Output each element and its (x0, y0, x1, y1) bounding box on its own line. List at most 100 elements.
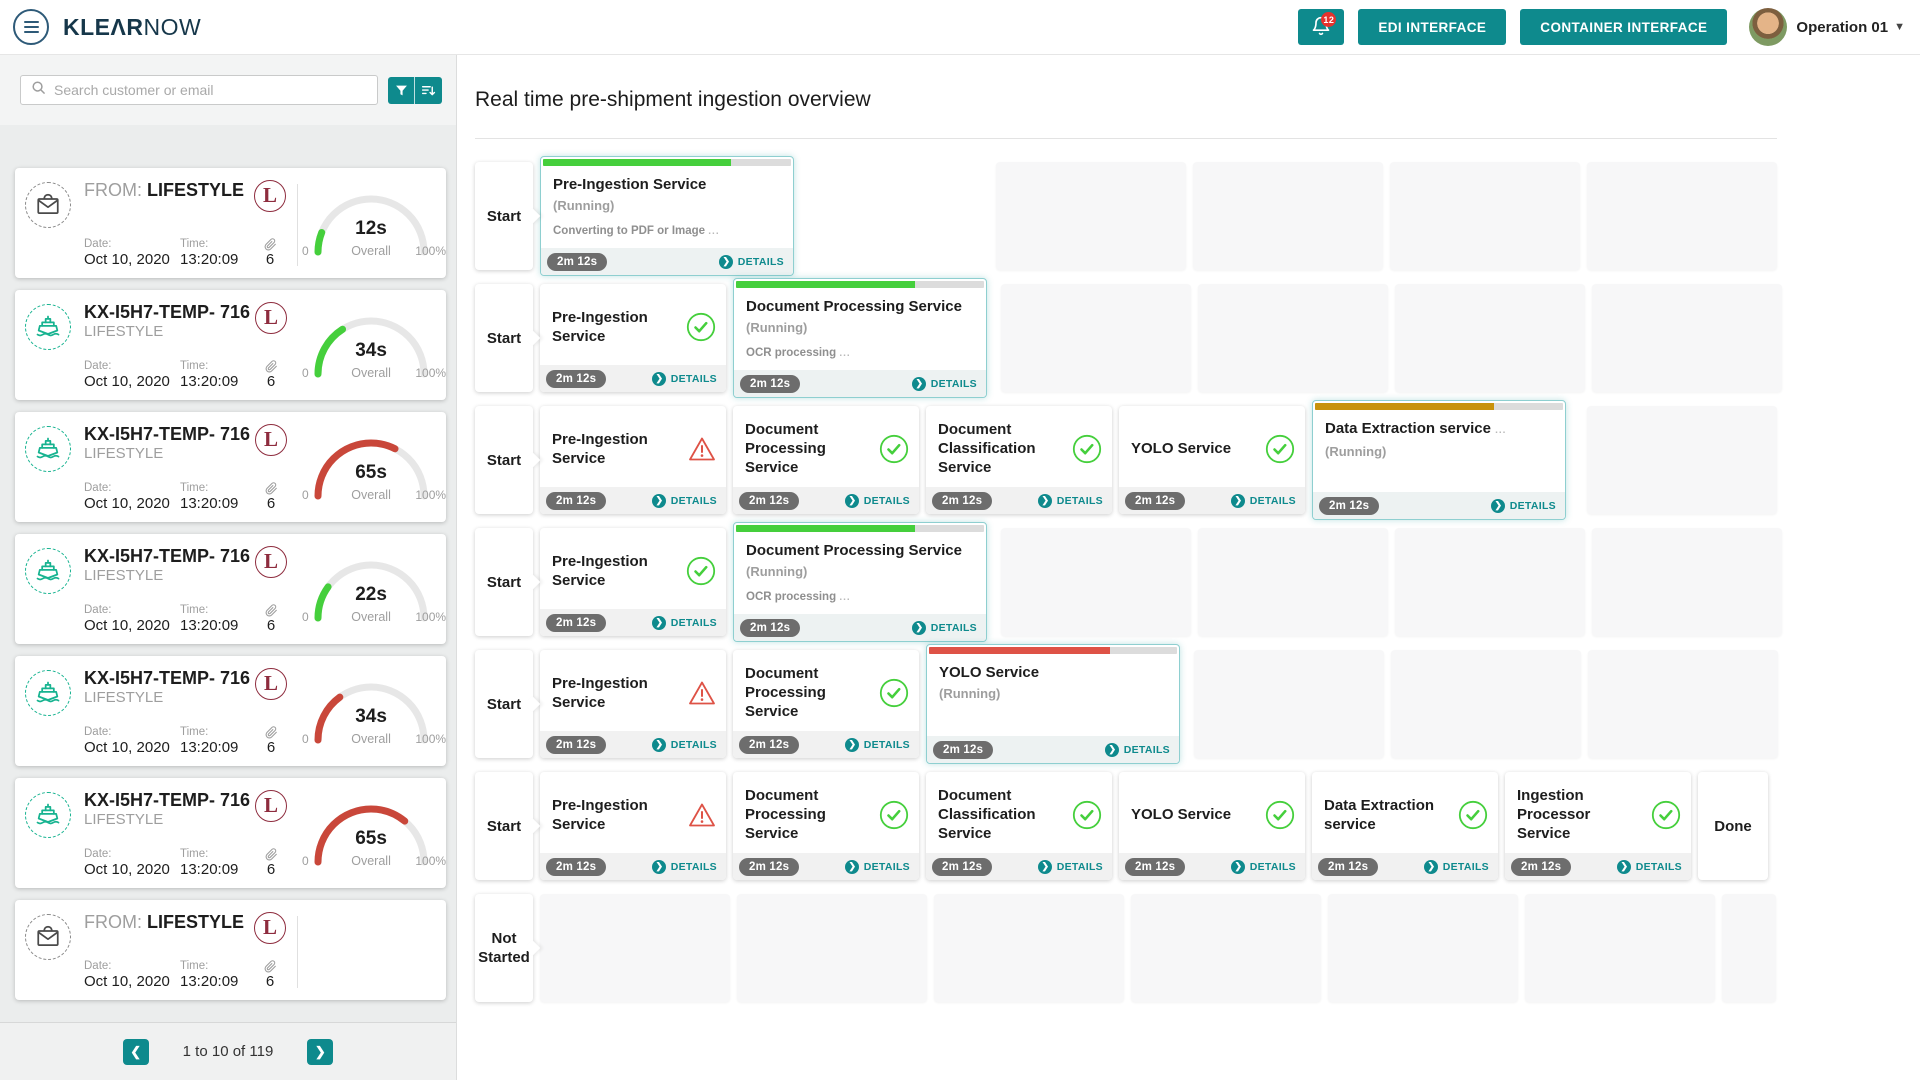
attachment-count: 6 (266, 617, 276, 634)
details-button[interactable]: ❯ DETAILS (1616, 859, 1682, 874)
shipment-card[interactable]: KX-I5H7-TEMP- 716 LIFESTYLE Date: Oct 10… (15, 656, 446, 766)
overall-gauge: 12s 0 100% Overall (302, 180, 446, 268)
empty-cell (1328, 894, 1518, 1002)
service-card[interactable]: Pre-Ingestion Service (Running) Converti… (540, 156, 794, 276)
service-card[interactable]: Document Processing Service (Running) OC… (733, 522, 987, 642)
prev-page-button[interactable]: ❮ (122, 1038, 149, 1065)
shipment-card[interactable]: KX-I5H7-TEMP- 716 LIFESTYLE Date: Oct 10… (15, 534, 446, 644)
service-card[interactable]: Document Processing Service (Running) OC… (733, 278, 987, 398)
details-button[interactable]: ❯ DETAILS (1230, 493, 1296, 508)
start-card: Start (475, 406, 533, 514)
service-card[interactable]: Document Processing Service 2m 12s ❯ DET… (733, 772, 919, 880)
edi-interface-button[interactable]: EDI INTERFACE (1358, 9, 1507, 45)
service-card[interactable]: Pre-Ingestion Service 2m 12s ❯ DETAILS (540, 528, 726, 636)
shipment-card[interactable]: KX-I5H7-TEMP- 716 LIFESTYLE Date: Oct 10… (15, 290, 446, 400)
details-label: DETAILS (930, 621, 977, 634)
details-arrow-icon: ❯ (1490, 498, 1505, 513)
ship-icon (36, 315, 60, 337)
empty-cell (737, 894, 927, 1002)
user-menu[interactable]: Operation 01 ▼ (1749, 8, 1905, 46)
next-page-button[interactable]: ❯ (307, 1038, 334, 1065)
pipeline-row: Start Pre-Ingestion Service 2m 12s ❯ DET… (475, 277, 1782, 399)
customer-badge: L (255, 790, 288, 822)
success-check-icon (1265, 800, 1295, 829)
progress-bar (929, 647, 1177, 654)
date-label: Date: (84, 604, 112, 616)
details-button[interactable]: ❯ DETAILS (844, 493, 910, 508)
filter-button[interactable] (388, 76, 415, 104)
service-card[interactable]: Document Processing Service 2m 12s ❯ DET… (733, 406, 919, 514)
search-box[interactable] (20, 75, 378, 105)
container-interface-button[interactable]: CONTAINER INTERFACE (1520, 9, 1728, 45)
sort-button[interactable] (415, 76, 442, 104)
start-card: Start (475, 162, 533, 270)
service-card[interactable]: Pre-Ingestion Service 2m 12s ❯ DETAILS (540, 284, 726, 392)
details-button[interactable]: ❯ DETAILS (651, 859, 717, 874)
gauge-max: 100% (415, 854, 447, 868)
paperclip-icon (265, 360, 277, 373)
details-button[interactable]: ❯ DETAILS (651, 371, 717, 386)
shipment-type-icon (25, 914, 71, 960)
details-button[interactable]: ❯ DETAILS (844, 859, 910, 874)
details-button[interactable]: ❯ DETAILS (718, 254, 784, 269)
date-label: Date: (84, 238, 112, 250)
time-label: Time: (180, 726, 209, 738)
details-arrow-icon: ❯ (1423, 859, 1438, 874)
envelope-icon (37, 193, 59, 214)
details-button[interactable]: ❯ DETAILS (1490, 498, 1556, 513)
empty-cell (1001, 528, 1191, 636)
details-button[interactable]: ❯ DETAILS (844, 737, 910, 752)
gauge-value: 34s (355, 706, 387, 727)
notifications-button[interactable]: 12 (1298, 9, 1345, 45)
details-button[interactable]: ❯ DETAILS (911, 376, 977, 391)
service-title: Pre-Ingestion Service (552, 796, 648, 833)
service-card[interactable]: Data Extraction service 2m 12s ❯ DETAILS (1312, 772, 1498, 880)
progress-bar (543, 159, 791, 166)
service-card[interactable]: Ingestion Processor Service 2m 12s ❯ DET… (1505, 772, 1691, 880)
details-button[interactable]: ❯ DETAILS (651, 737, 717, 752)
sort-icon (421, 85, 436, 95)
service-card[interactable]: Document Processing Service 2m 12s ❯ DET… (733, 650, 919, 758)
service-card[interactable]: Document Classification Service 2m 12s ❯… (926, 772, 1112, 880)
attachment-count: 6 (266, 373, 276, 390)
shipment-card[interactable]: FROM: LIFESTYLE Date: Oct 10, 2020 Time:… (15, 900, 446, 1000)
service-card[interactable]: YOLO Service 2m 12s ❯ DETAILS (1119, 772, 1305, 880)
details-button[interactable]: ❯ DETAILS (1037, 493, 1103, 508)
details-button[interactable]: ❯ DETAILS (1104, 742, 1170, 757)
shipment-card[interactable]: KX-I5H7-TEMP- 716 LIFESTYLE Date: Oct 10… (15, 412, 446, 522)
service-title: Pre-Ingestion Service (552, 552, 648, 589)
details-button[interactable]: ❯ DETAILS (911, 620, 977, 635)
service-card[interactable]: YOLO Service 2m 12s ❯ DETAILS (1119, 406, 1305, 514)
service-status: (Running) (746, 564, 808, 579)
shipment-card[interactable]: FROM: LIFESTYLE Date: Oct 10, 2020 Time:… (15, 168, 446, 278)
details-button[interactable]: ❯ DETAILS (1230, 859, 1296, 874)
service-card[interactable]: Pre-Ingestion Service 2m 12s ❯ DETAILS (540, 650, 726, 758)
details-label: DETAILS (1056, 494, 1103, 507)
gauge-label: Overall (351, 488, 391, 502)
service-title: YOLO Service (1131, 440, 1232, 457)
service-card[interactable]: YOLO Service (Running) 2m 12s ❯ DETAILS (926, 644, 1180, 764)
service-title: Document Classification Service (938, 421, 1036, 476)
details-button[interactable]: ❯ DETAILS (1037, 859, 1103, 874)
details-button[interactable]: ❯ DETAILS (651, 615, 717, 630)
details-button[interactable]: ❯ DETAILS (1423, 859, 1489, 874)
service-title: Data Extraction service (1324, 796, 1435, 833)
date-value: Oct 10, 2020 (84, 617, 170, 634)
menu-icon[interactable] (13, 9, 49, 45)
service-card[interactable]: Pre-Ingestion Service 2m 12s ❯ DETAILS (540, 406, 726, 514)
gauge-label: Overall (351, 732, 391, 746)
shipment-type-icon (25, 792, 71, 838)
gauge-min: 0 (302, 366, 309, 380)
service-card[interactable]: Document Classification Service 2m 12s ❯… (926, 406, 1112, 514)
duration-badge: 2m 12s (739, 491, 800, 510)
gauge-value: 34s (355, 340, 387, 361)
service-card[interactable]: Pre-Ingestion Service 2m 12s ❯ DETAILS (540, 772, 726, 880)
search-area (0, 55, 456, 125)
search-input[interactable] (54, 82, 367, 98)
shipment-card[interactable]: KX-I5H7-TEMP- 716 LIFESTYLE Date: Oct 10… (15, 778, 446, 888)
details-button[interactable]: ❯ DETAILS (651, 493, 717, 508)
success-check-icon (1072, 434, 1102, 463)
pipeline-row: Start Pre-Ingestion Service 2m 12s ❯ DET… (475, 521, 1782, 643)
service-card[interactable]: Data Extraction service ... (Running) 2m… (1312, 400, 1566, 520)
